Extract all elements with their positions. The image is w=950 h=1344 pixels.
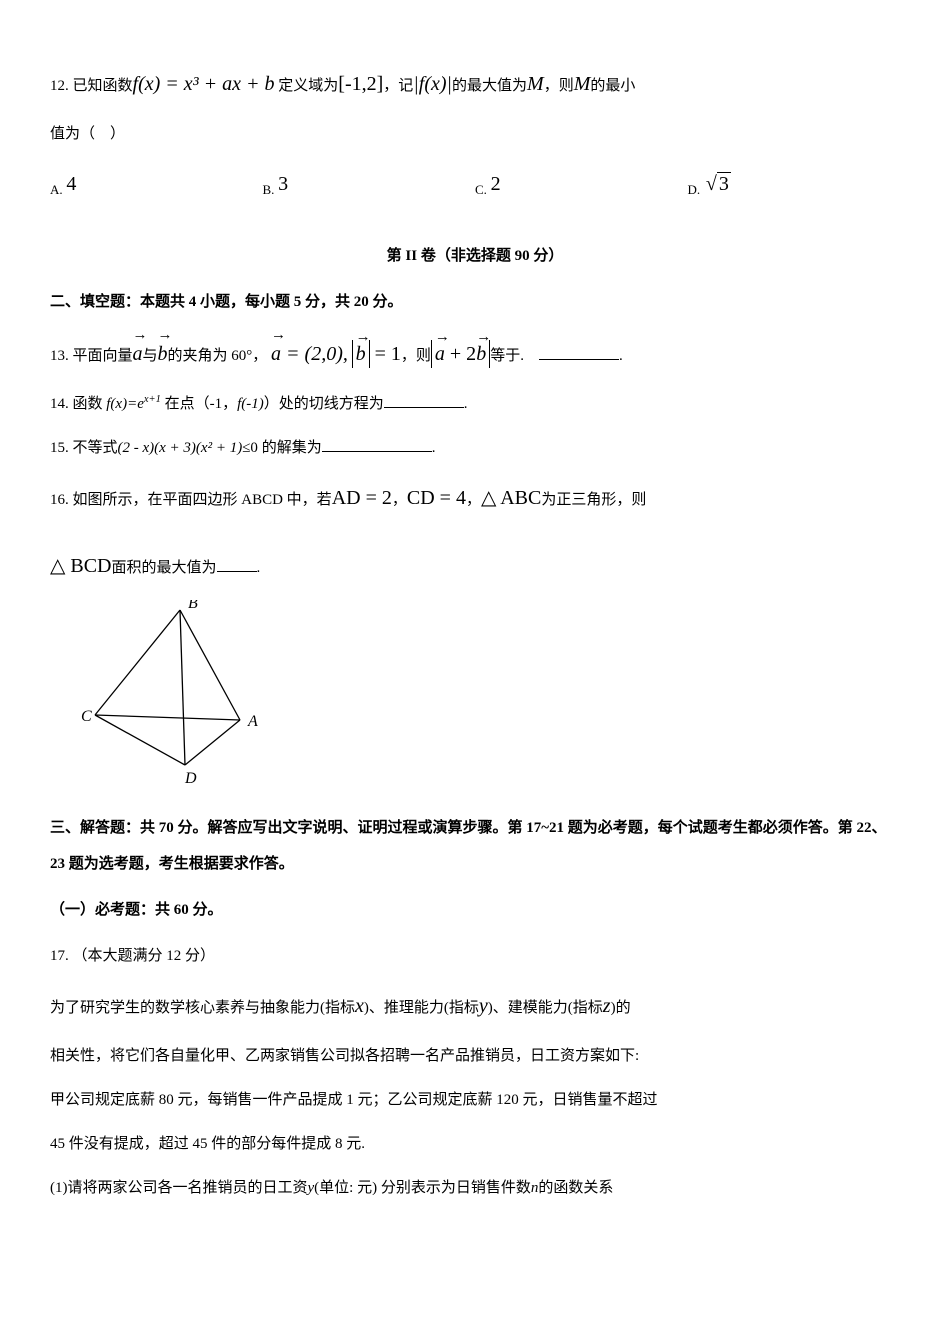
question-17-head: 17. （本大题满分 12 分） — [50, 938, 900, 974]
q12-absfx: |f(x)| — [413, 73, 452, 95]
q12-tail: 的最小 — [590, 78, 635, 94]
q14-t3: ）处的切线方程为 — [264, 396, 384, 412]
q14-exp: x+1 — [144, 394, 161, 405]
q13-expr: a + 2b — [431, 340, 490, 368]
q12-domain: [-1,2] — [338, 73, 383, 95]
q16-t3: 面积的最大值为 — [112, 560, 217, 576]
q13-t3: 的夹角为 60°， — [168, 348, 268, 364]
q15-le: ≤0 — [242, 440, 258, 456]
q15-num: 15. — [50, 440, 69, 456]
question-17-p2: 相关性，将它们各自量化甲、乙两家销售公司拟各招聘一名产品推销员，日工资方案如下: — [50, 1038, 900, 1074]
q17-p5b: (单位: 元) 分别表示为日销售件数 — [314, 1180, 531, 1196]
section2-title: 第 II 卷（非选择题 90 分） — [50, 238, 900, 274]
svg-text:D: D — [184, 770, 197, 787]
question-16-line2: △ BCD面积的最大值为. — [50, 542, 900, 590]
fill-header: 二、填空题：本题共 4 小题，每小题 5 分，共 20 分。 — [50, 284, 900, 320]
q16-t2: 为正三角形，则 — [541, 492, 646, 508]
svg-text:C: C — [81, 708, 92, 725]
q14-t1: 函数 — [73, 396, 103, 412]
question-17-p1: 为了研究学生的数学核心素养与抽象能力(指标x)、推理能力(指标y)、建模能力(指… — [50, 982, 900, 1030]
q12-func: f(x) = x³ + ax + b — [133, 73, 275, 95]
q12-choice-a: A. 4 — [50, 160, 263, 208]
q16-blank — [217, 556, 257, 572]
q15-blank — [322, 436, 432, 452]
q17-x: x — [355, 995, 364, 1017]
q14-fx: f(x) — [106, 396, 127, 412]
q14-blank — [384, 392, 464, 408]
q12-tail2: 值为（ ） — [50, 126, 125, 142]
q17-head: （本大题满分 12 分） — [73, 948, 216, 964]
q16-c2: ， — [466, 492, 481, 508]
q14-dot: . — [464, 396, 468, 412]
q12-num: 12. — [50, 78, 69, 94]
q17-p5c: 的函数关系 — [538, 1180, 613, 1196]
q12-M1: M — [527, 73, 544, 95]
q15-t2: 的解集为 — [262, 440, 322, 456]
ans-sub: （一）必考题：共 60 分。 — [50, 892, 900, 928]
q13-t1: 平面向量 — [73, 348, 133, 364]
q12-M2: M — [574, 73, 591, 95]
q12-choice-d: D. 3 — [688, 160, 901, 208]
svg-text:A: A — [247, 713, 258, 730]
question-12: 12. 已知函数f(x) = x³ + ax + b 定义域为[-1,2]，记|… — [50, 60, 900, 108]
q17-p1a: 为了研究学生的数学核心素养与抽象能力(指标 — [50, 1000, 355, 1016]
q13-bmod: b — [352, 340, 370, 368]
svg-text:B: B — [188, 600, 198, 612]
question-16: 16. 如图所示，在平面四边形 ABCD 中，若AD = 2，CD = 4，△ … — [50, 474, 900, 522]
q12-choice-b: B. 3 — [263, 160, 476, 208]
question-15: 15. 不等式(2 - x)(x + 3)(x² + 1)≤0 的解集为. — [50, 430, 900, 466]
question-17-p4: 45 件没有提成，超过 45 件的部分每件提成 8 元. — [50, 1126, 900, 1162]
q16-abc: △ ABC — [481, 487, 541, 509]
question-12-line2: 值为（ ） — [50, 116, 900, 152]
q17-num: 17. — [50, 948, 69, 964]
q13-t2: 与 — [143, 348, 158, 364]
q12-mid2: ，记 — [383, 78, 413, 94]
q13-blank — [539, 344, 619, 360]
q16-c1: ， — [392, 492, 407, 508]
q12-c-val: 2 — [491, 173, 501, 195]
q15-dot: . — [432, 440, 436, 456]
q16-num: 16. — [50, 492, 69, 508]
q12-mid1: 定义域为 — [278, 78, 338, 94]
q16-bcd: △ BCD — [50, 555, 112, 577]
question-17-p5: (1)请将两家公司各一名推销员的日工资y(单位: 元) 分别表示为日销售件数n的… — [50, 1170, 900, 1206]
ans-header: 三、解答题：共 70 分。解答应写出文字说明、证明过程或演算步骤。第 17~21… — [50, 810, 900, 882]
q14-num: 14. — [50, 396, 69, 412]
q16-t1: 如图所示，在平面四边形 ABCD 中，若 — [73, 492, 332, 508]
q13-aval: a = (2,0), — [271, 343, 348, 365]
q16-diagram: B C A D — [80, 600, 280, 790]
q15-t1: 不等式 — [73, 440, 118, 456]
q17-p5a: (1)请将两家公司各一名推销员的日工资 — [50, 1180, 308, 1196]
q14-eq: =e — [127, 396, 144, 412]
q14-fm1: f(-1) — [237, 396, 264, 412]
q17-p1c: )、建模能力(指标 — [488, 1000, 603, 1016]
q12-b-val: 3 — [278, 173, 288, 195]
q16-dot: . — [257, 560, 261, 576]
question-17-p3: 甲公司规定底薪 80 元，每销售一件产品提成 1 元；乙公司规定底薪 120 元… — [50, 1082, 900, 1118]
q12-choices: A. 4 B. 3 C. 2 D. 3 — [50, 160, 900, 208]
question-14: 14. 函数 f(x)=ex+1 在点（-1，f(-1)）处的切线方程为. — [50, 386, 900, 422]
q17-z: z — [603, 995, 611, 1017]
q15-expr: (2 - x)(x + 3)(x² + 1) — [118, 440, 243, 456]
q14-t2: 在点（-1， — [165, 396, 238, 412]
q12-pre: 已知函数 — [73, 78, 133, 94]
q13-a1: a — [133, 330, 143, 378]
q17-p1d: )的 — [611, 1000, 631, 1016]
q13-num: 13. — [50, 348, 69, 364]
q17-p1b: )、推理能力(指标 — [364, 1000, 479, 1016]
question-13: 13. 平面向量a与b的夹角为 60°， a = (2,0), b = 1，则a… — [50, 330, 900, 378]
q12-choice-c: C. 2 — [475, 160, 688, 208]
q12-mid3: 的最大值为 — [452, 78, 527, 94]
q16-ad: AD = 2 — [332, 487, 392, 509]
q12-a-val: 4 — [66, 173, 76, 195]
q13-b1: b — [158, 330, 168, 378]
q12-d-val: 3 — [704, 160, 731, 208]
q13-t4: ，则 — [401, 348, 431, 364]
q16-cd: CD = 4 — [407, 487, 466, 509]
q12-mid4: ，则 — [544, 78, 574, 94]
q13-t5: 等于. — [490, 348, 539, 364]
q17-y: y — [479, 995, 488, 1017]
